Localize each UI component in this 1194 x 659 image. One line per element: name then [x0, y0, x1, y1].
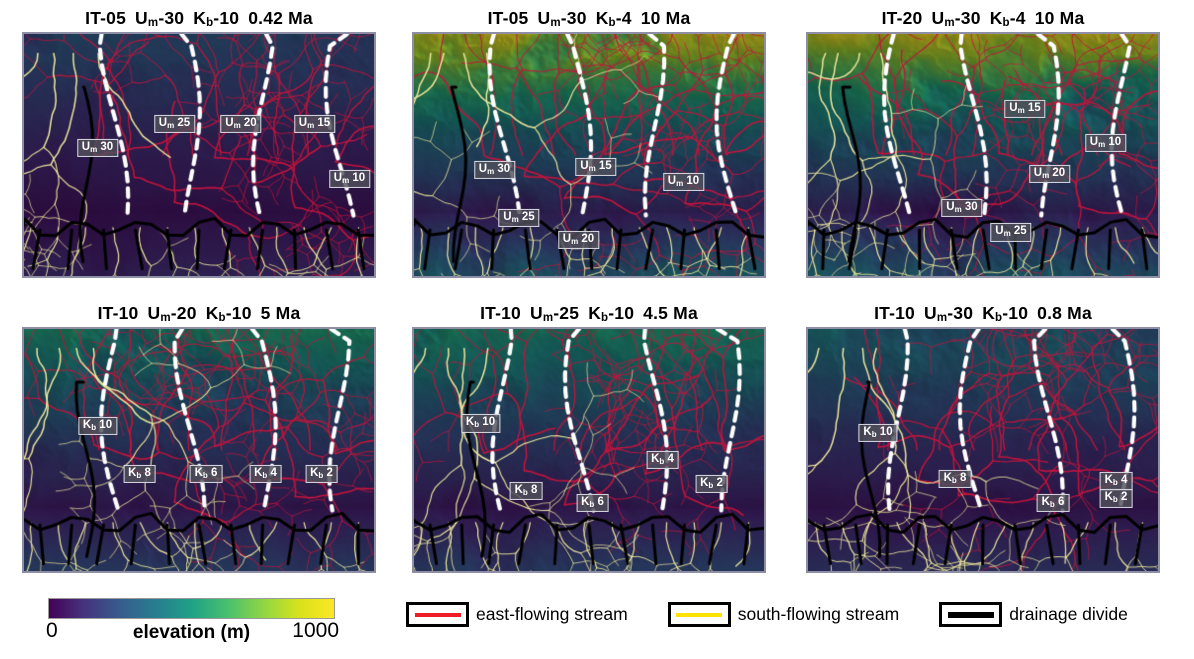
panel-6-map-label-2: Kb 6: [1036, 494, 1070, 513]
colorbar-min-label: 0: [46, 619, 58, 642]
panel-4-map-label-1: Kb 8: [123, 465, 156, 484]
legend-label-east-flowing-stream: east-flowing stream: [476, 604, 628, 624]
panel-2-map-label-0: Um 30: [473, 160, 516, 179]
figure-legend: east-flowing stream south-flowing stream…: [406, 602, 1128, 627]
legend-label-south-flowing-stream: south-flowing stream: [737, 604, 900, 624]
panel-3-map-label-4: Um 25: [990, 223, 1032, 242]
panel-6-map: Kb 10 Kb 8 Kb 6 Kb 4 Kb 2: [806, 327, 1160, 573]
east-flowing-stream-swatch: [406, 602, 469, 627]
panel-2-map-label-1: Um 25: [498, 208, 540, 227]
panel-5-title: IT-10 Um-25 Kb-10 4.5 Ma: [480, 303, 698, 324]
panel-4-map-label-3: Kb 4: [249, 465, 282, 484]
drainage-divide-swatch: [939, 602, 1003, 627]
panel-1-map-label-0: Um 30: [76, 138, 119, 157]
legend-label-drainage-divide: drainage divide: [1009, 604, 1128, 624]
panel-6-map-label-0: Kb 10: [858, 423, 898, 443]
panel-1-map-label-4: Um 10: [328, 170, 371, 189]
panel-5-dem-canvas: [414, 329, 764, 571]
panel-5-map-label-3: Kb 4: [646, 450, 679, 469]
panel-5-map-label-4: Kb 2: [695, 474, 728, 493]
panel-1-title: IT-05 Um-30 Kb-10 0.42 Ma: [85, 8, 313, 29]
panel-6-dem-canvas: [808, 329, 1158, 571]
panel-5-map-label-1: Kb 8: [509, 482, 543, 501]
south-flowing-stream-swatch: [667, 602, 731, 627]
panel-4: IT-10 Um-20 Kb-10 5 Ma Kb 10 Kb 8 Kb 6 Kb 4 Kb …: [22, 303, 376, 573]
panel-4-dem-canvas: [24, 329, 374, 571]
panel-2-map-label-2: Um 20: [557, 230, 600, 249]
panel-2-title: IT-05 Um-30 Kb-4 10 Ma: [487, 8, 691, 29]
panel-3-map: Um 15 Um 10 Um 20 Um 30 Um 25: [806, 32, 1160, 278]
panel-4-map: Kb 10 Kb 8 Kb 6 Kb 4 Kb 2: [22, 327, 376, 573]
panel-2-map-label-3: Um 15: [575, 158, 617, 177]
panel-1-map-label-2: Um 20: [220, 114, 262, 133]
panel-6-map-label-1: Kb 8: [938, 469, 972, 489]
panel-3-title: IT-20 Um-30 Kb-4 10 Ma: [881, 8, 1085, 29]
panel-1-map: Um 30 Um 25 Um 20 Um 15 Um 10: [22, 32, 376, 278]
panel-3-map-label-1: Um 10: [1084, 133, 1127, 152]
panel-5-map-label-2: Kb 6: [576, 494, 609, 513]
panel-3-map-label-0: Um 15: [1004, 99, 1046, 119]
panel-1-map-label-3: Um 15: [293, 114, 336, 133]
panel-3: IT-20 Um-30 Kb-4 10 Ma Um 15 Um 10 Um 20 Um 30…: [806, 8, 1160, 278]
legend-item-drainage-divide: drainage divide: [939, 602, 1128, 627]
panel-5-map: Kb 10 Kb 8 Kb 6 Kb 4 Kb 2: [412, 327, 766, 573]
panel-5-map-label-0: Kb 10: [460, 414, 501, 433]
panel-3-map-label-2: Um 20: [1028, 165, 1071, 184]
colorbar-max-label: 1000: [292, 619, 339, 642]
panel-6-map-label-4: Kb 2: [1099, 489, 1133, 508]
panel-2-map-label-4: Um 10: [662, 172, 705, 191]
panel-2-map: Um 30 Um 25 Um 20 Um 15 Um 10: [412, 32, 766, 278]
colorbar-gradient: [48, 598, 335, 619]
legend-item-south-flowing-stream: south-flowing stream: [667, 602, 900, 627]
panel-3-map-label-3: Um 30: [941, 199, 983, 218]
panel-6-map-label-3: Kb 4: [1099, 472, 1133, 491]
panel-4-title: IT-10 Um-20 Kb-10 5 Ma: [97, 303, 301, 324]
panel-4-map-label-4: Kb 2: [305, 465, 338, 484]
panel-6-title: IT-10 Um-30 Kb-10 0.8 Ma: [874, 303, 1092, 324]
panel-4-map-label-2: Kb 6: [189, 465, 223, 484]
colorbar-title: elevation (m): [132, 622, 251, 643]
panel-2: IT-05 Um-30 Kb-4 10 Ma Um 30 Um 25 Um 20 Um 15…: [412, 8, 766, 278]
panel-1: IT-05 Um-30 Kb-10 0.42 Ma Um 30 Um 25 Um 20 Um…: [22, 8, 376, 278]
panel-4-map-label-0: Kb 10: [77, 416, 118, 435]
panel-1-map-label-1: Um 25: [153, 114, 196, 133]
panel-3-dem-canvas: [808, 34, 1158, 276]
legend-item-east-flowing-stream: east-flowing stream: [406, 602, 628, 627]
